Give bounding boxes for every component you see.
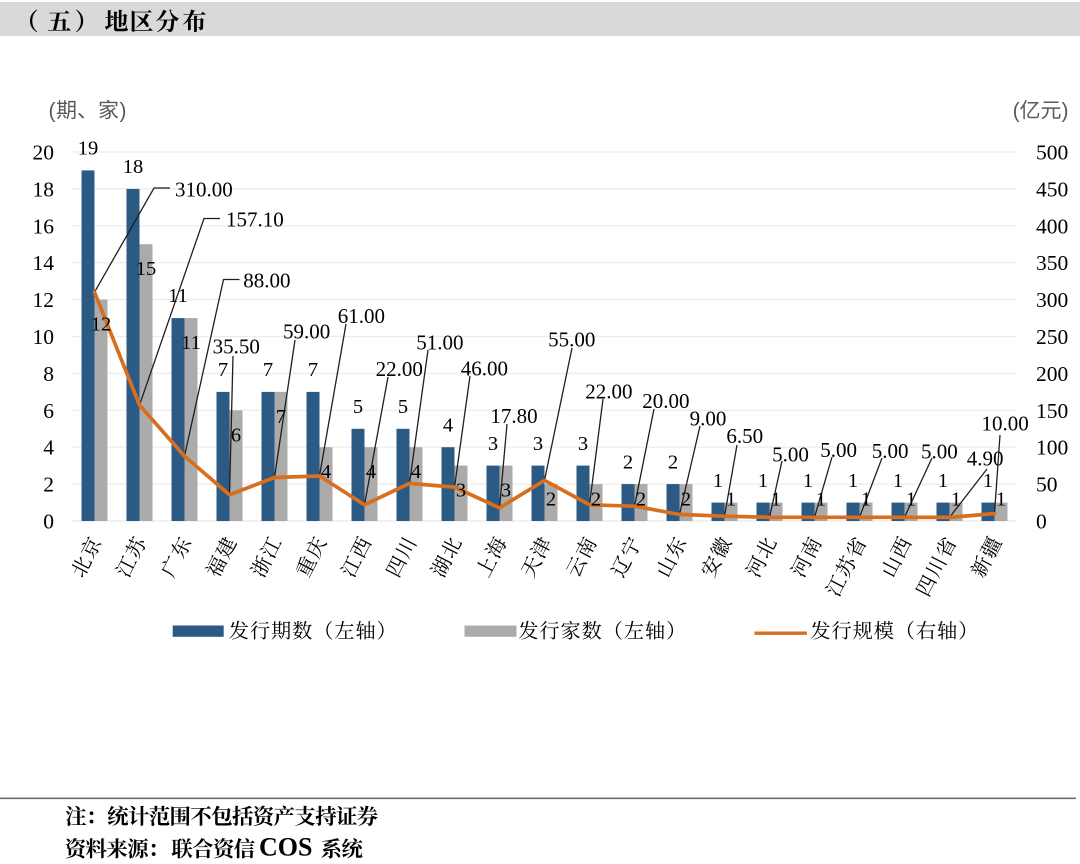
svg-text:1: 1 bbox=[906, 489, 916, 511]
svg-text:6: 6 bbox=[231, 424, 241, 446]
svg-text:1: 1 bbox=[758, 470, 768, 492]
svg-text:3: 3 bbox=[501, 480, 511, 502]
svg-text:1: 1 bbox=[861, 489, 871, 511]
svg-text:1: 1 bbox=[803, 470, 813, 492]
svg-text:12: 12 bbox=[91, 314, 112, 336]
svg-text:20: 20 bbox=[33, 141, 55, 165]
svg-text:4: 4 bbox=[321, 461, 331, 483]
svg-text:88.00: 88.00 bbox=[243, 269, 290, 293]
svg-text:7: 7 bbox=[308, 359, 318, 381]
svg-text:5.00: 5.00 bbox=[872, 439, 909, 463]
svg-text:4: 4 bbox=[443, 414, 453, 436]
svg-text:COS: COS bbox=[259, 833, 312, 862]
svg-text:1: 1 bbox=[816, 489, 826, 511]
svg-text:500: 500 bbox=[1036, 141, 1068, 165]
svg-text:450: 450 bbox=[1036, 177, 1068, 201]
svg-text:4.90: 4.90 bbox=[967, 447, 1004, 471]
svg-text:3: 3 bbox=[488, 433, 498, 455]
svg-text:7: 7 bbox=[276, 406, 286, 428]
svg-text:5: 5 bbox=[353, 396, 363, 418]
svg-text:7: 7 bbox=[218, 359, 228, 381]
svg-text:20.00: 20.00 bbox=[642, 389, 689, 413]
svg-text:3: 3 bbox=[533, 433, 543, 455]
svg-text:157.10: 157.10 bbox=[226, 208, 284, 232]
svg-text:1: 1 bbox=[938, 470, 948, 492]
svg-text:14: 14 bbox=[33, 251, 55, 275]
svg-text:0: 0 bbox=[43, 510, 54, 534]
svg-text:5: 5 bbox=[398, 396, 408, 418]
svg-text:12: 12 bbox=[33, 288, 55, 312]
svg-text:2: 2 bbox=[668, 451, 678, 473]
svg-text:51.00: 51.00 bbox=[416, 330, 463, 354]
svg-text:(: ( bbox=[1013, 100, 1020, 123]
svg-text:2: 2 bbox=[623, 451, 633, 473]
svg-text:2: 2 bbox=[681, 489, 691, 511]
svg-text:18: 18 bbox=[123, 156, 144, 178]
svg-text:): ) bbox=[1062, 100, 1069, 123]
svg-text:7: 7 bbox=[263, 359, 273, 381]
svg-text:22.00: 22.00 bbox=[376, 357, 423, 381]
svg-text:5.00: 5.00 bbox=[820, 438, 857, 462]
svg-text:61.00: 61.00 bbox=[338, 304, 385, 328]
svg-text:3: 3 bbox=[578, 433, 588, 455]
svg-text:9.00: 9.00 bbox=[690, 406, 727, 430]
svg-text:200: 200 bbox=[1036, 362, 1068, 386]
svg-text:2: 2 bbox=[636, 489, 646, 511]
svg-text:250: 250 bbox=[1036, 325, 1068, 349]
svg-text:310.00: 310.00 bbox=[175, 178, 233, 202]
svg-text:5.00: 5.00 bbox=[772, 442, 809, 466]
svg-text:): ) bbox=[120, 100, 127, 123]
svg-text:6.50: 6.50 bbox=[726, 424, 763, 448]
svg-text:35.50: 35.50 bbox=[213, 335, 260, 359]
svg-text:19: 19 bbox=[78, 138, 99, 160]
svg-text:2: 2 bbox=[43, 473, 54, 497]
svg-text:0: 0 bbox=[1036, 510, 1047, 534]
svg-text:2: 2 bbox=[546, 489, 556, 511]
svg-text:50: 50 bbox=[1036, 473, 1058, 497]
svg-text:15: 15 bbox=[136, 258, 157, 280]
svg-text:6: 6 bbox=[43, 399, 54, 423]
svg-text:2: 2 bbox=[591, 489, 601, 511]
svg-text:1: 1 bbox=[983, 470, 993, 492]
svg-text:18: 18 bbox=[33, 177, 55, 201]
svg-text:(: ( bbox=[49, 100, 56, 123]
svg-text:1: 1 bbox=[771, 489, 781, 511]
svg-text:16: 16 bbox=[33, 214, 55, 238]
svg-text:1: 1 bbox=[951, 489, 961, 511]
svg-text:55.00: 55.00 bbox=[548, 328, 595, 352]
svg-text:10: 10 bbox=[33, 325, 55, 349]
svg-text:11: 11 bbox=[168, 285, 188, 307]
svg-text:4: 4 bbox=[366, 461, 376, 483]
svg-text:100: 100 bbox=[1036, 436, 1068, 460]
svg-text:5.00: 5.00 bbox=[921, 440, 958, 464]
svg-text:1: 1 bbox=[713, 470, 723, 492]
svg-text:17.80: 17.80 bbox=[490, 404, 537, 428]
svg-text:1: 1 bbox=[726, 489, 736, 511]
svg-text:400: 400 bbox=[1036, 214, 1068, 238]
svg-text:10.00: 10.00 bbox=[982, 411, 1029, 435]
svg-text:1: 1 bbox=[848, 470, 858, 492]
svg-text:4: 4 bbox=[411, 461, 421, 483]
svg-text:3: 3 bbox=[456, 480, 466, 502]
svg-text:4: 4 bbox=[43, 436, 54, 460]
svg-text:1: 1 bbox=[893, 470, 903, 492]
svg-text:59.00: 59.00 bbox=[283, 320, 330, 344]
svg-text:8: 8 bbox=[43, 362, 54, 386]
svg-text:350: 350 bbox=[1036, 251, 1068, 275]
svg-text:300: 300 bbox=[1036, 288, 1068, 312]
svg-text:150: 150 bbox=[1036, 399, 1068, 423]
svg-text:46.00: 46.00 bbox=[461, 356, 508, 380]
svg-text:11: 11 bbox=[181, 332, 201, 354]
svg-text:22.00: 22.00 bbox=[585, 379, 632, 403]
svg-text:1: 1 bbox=[996, 489, 1006, 511]
